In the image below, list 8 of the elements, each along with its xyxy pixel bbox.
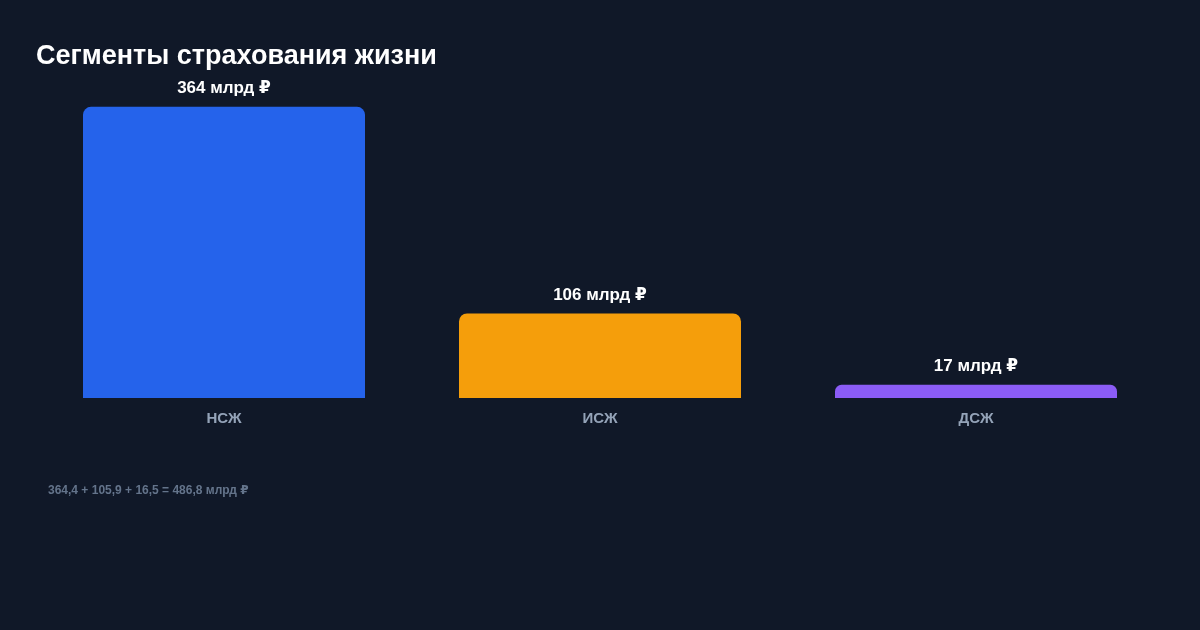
x-tick-label: НСЖ [206, 409, 243, 427]
data-label: 17 млрд ₽ [933, 356, 1019, 375]
x-tick-label: ИСЖ [582, 409, 619, 427]
text: 364,4 + 105,9 + 16,5 = 486,8 млрд ₽ [48, 483, 249, 498]
data-label: 106 млрд ₽ [553, 284, 648, 304]
chart-title: Сегменты страхования жизни [36, 39, 437, 70]
data-label: 364 млрд ₽ [177, 78, 272, 98]
x-tick-label: ДСЖ [958, 409, 994, 427]
